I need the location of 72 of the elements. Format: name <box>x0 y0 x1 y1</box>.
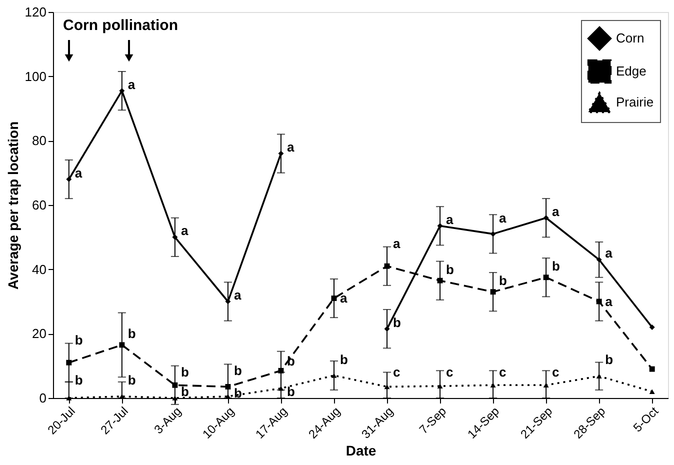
point <box>384 326 390 332</box>
legend-label: Edge <box>616 64 646 78</box>
point <box>490 382 496 388</box>
annotation: b <box>128 326 136 342</box>
annotation: a <box>446 212 454 227</box>
point <box>649 324 655 330</box>
point <box>543 382 549 388</box>
annotation: b <box>499 273 508 288</box>
annotation: b <box>393 314 402 330</box>
legend-label: Prairie <box>616 94 654 110</box>
point <box>543 274 549 280</box>
annotation: a <box>180 223 189 238</box>
annotation: c <box>499 364 506 380</box>
annotation: a <box>552 204 560 219</box>
annotation: a <box>286 140 295 155</box>
point <box>331 296 337 302</box>
y-tick-label: 0 <box>39 390 46 406</box>
annotation: b <box>605 352 614 367</box>
point <box>172 382 178 388</box>
point <box>437 223 443 229</box>
point <box>649 366 655 372</box>
y-axis-title: Average per trap location <box>4 121 21 290</box>
y-tick-label: 20 <box>32 326 46 342</box>
point <box>596 374 602 378</box>
annotation: b <box>74 372 83 388</box>
annotation: c <box>446 364 454 380</box>
point <box>119 342 125 348</box>
annotation: a <box>605 294 614 309</box>
annotation: a <box>74 165 83 180</box>
point <box>649 389 655 394</box>
point <box>278 368 284 374</box>
point <box>490 231 496 237</box>
point <box>543 215 549 221</box>
annotation: b <box>286 384 295 399</box>
annotation: b <box>128 372 136 388</box>
point <box>490 289 496 295</box>
y-tick-label: 60 <box>32 198 46 212</box>
annotation: a <box>605 246 614 261</box>
point <box>278 150 284 156</box>
annotation: b <box>552 258 560 274</box>
annotation: a <box>393 236 402 252</box>
annotation: b <box>234 386 242 401</box>
point <box>66 176 72 182</box>
annotation: b <box>74 332 83 348</box>
point <box>437 278 443 284</box>
point <box>172 234 178 240</box>
y-tick-label: 40 <box>32 262 46 277</box>
annotation: b <box>180 364 189 380</box>
annotation: c <box>393 364 400 380</box>
annotation: b <box>234 363 242 378</box>
point <box>225 298 231 304</box>
annotation: Corn pollination <box>63 17 178 34</box>
point <box>437 384 443 388</box>
annotation: a <box>128 76 136 92</box>
x-axis-title: Date <box>346 442 376 459</box>
annotation: a <box>234 288 242 302</box>
point <box>596 298 602 304</box>
point <box>596 256 602 262</box>
point <box>66 360 72 366</box>
y-tick-label: 120 <box>24 4 46 20</box>
point <box>225 384 231 390</box>
legend-label: Corn <box>616 30 644 46</box>
annotation: b <box>180 384 189 399</box>
point <box>172 396 178 400</box>
annotation: a <box>340 290 348 306</box>
point <box>384 263 390 269</box>
y-tick-label: 100 <box>24 68 46 84</box>
annotation: b <box>446 262 454 277</box>
annotation: a <box>499 210 508 226</box>
annotation: c <box>552 364 560 380</box>
annotation: b <box>340 352 348 367</box>
y-tick-label: 80 <box>32 133 46 148</box>
